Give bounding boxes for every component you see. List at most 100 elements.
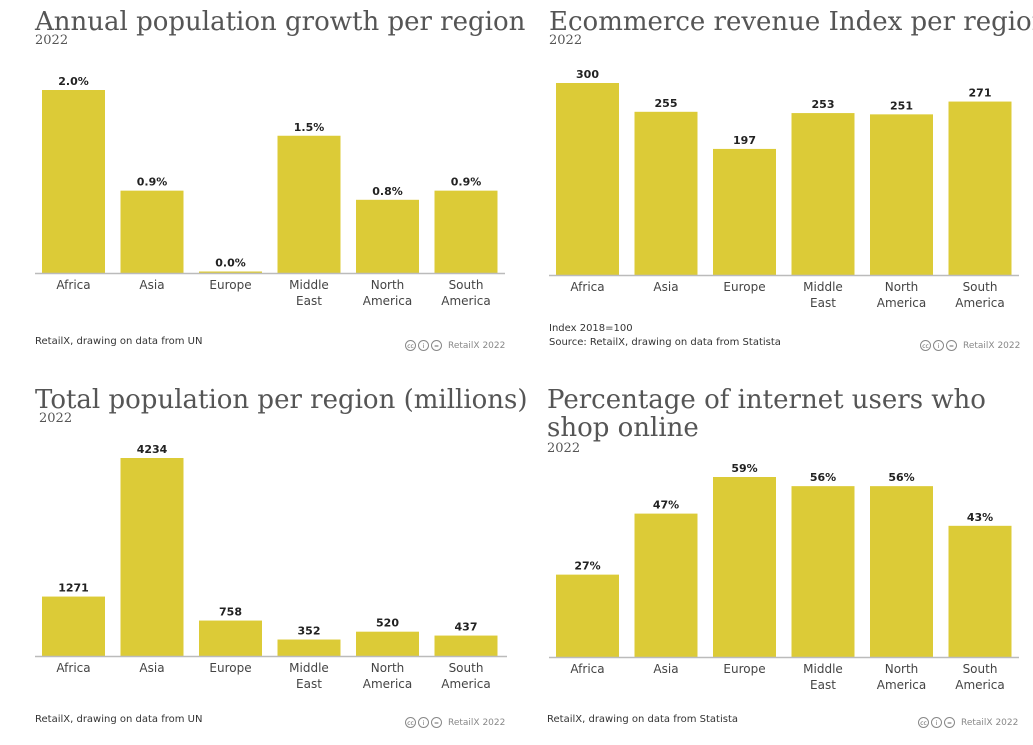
data-label: 0.0% bbox=[215, 257, 246, 270]
tick-label-line: Europe bbox=[723, 662, 765, 676]
source-text: RetailX, drawing on data from UN bbox=[35, 336, 203, 347]
chart-subtitle: 2022 bbox=[35, 33, 69, 48]
tick-label-line: East bbox=[296, 677, 322, 691]
chart-panel-population-growth: Annual population growth per region 2022 bbox=[35, 8, 525, 48]
data-label: 520 bbox=[376, 617, 399, 630]
bar bbox=[42, 90, 105, 273]
credit: cc i = RetailX 2022 bbox=[405, 717, 505, 728]
bar bbox=[120, 190, 184, 273]
tick-label-line: Asia bbox=[139, 661, 164, 675]
tick-label: North America bbox=[363, 661, 413, 691]
bar bbox=[870, 114, 933, 275]
index-note: Index 2018=100 bbox=[549, 323, 633, 334]
by-icon: i bbox=[418, 717, 429, 728]
bar bbox=[199, 620, 262, 656]
bar bbox=[120, 458, 184, 656]
tick-label-line: Europe bbox=[209, 661, 251, 675]
tick-label: Middle East bbox=[289, 661, 329, 691]
tick-label-line: Africa bbox=[570, 662, 604, 676]
tick-label: South America bbox=[955, 662, 1005, 692]
tick-label-line: Europe bbox=[723, 280, 765, 294]
tick-label-line: Middle bbox=[803, 280, 843, 294]
data-label: 758 bbox=[219, 606, 242, 619]
tick-label-line: East bbox=[810, 296, 836, 310]
chart-subtitle: 2022 bbox=[39, 411, 73, 426]
tick-label-line: South bbox=[449, 661, 484, 675]
data-label: 300 bbox=[576, 68, 599, 81]
source-note: RetailX, drawing on data from UN bbox=[35, 713, 202, 727]
data-label: 43% bbox=[967, 511, 993, 524]
bar bbox=[870, 486, 933, 657]
tick-label-line: North bbox=[371, 661, 405, 675]
tick-label-line: East bbox=[810, 678, 836, 692]
chart-title: Annual population growth per region bbox=[35, 7, 526, 37]
tick-label: Asia bbox=[139, 278, 164, 292]
by-icon: i bbox=[933, 340, 944, 351]
tick-label: South America bbox=[441, 278, 491, 308]
tick-label-line: Asia bbox=[653, 280, 678, 294]
tick-label-line: North bbox=[371, 278, 405, 292]
data-label: 0.9% bbox=[137, 176, 168, 189]
bar bbox=[948, 101, 1012, 275]
tick-label: Europe bbox=[209, 661, 251, 675]
credit-text: RetailX 2022 bbox=[448, 340, 506, 351]
bar bbox=[434, 635, 498, 656]
tick-label: South America bbox=[955, 280, 1005, 310]
data-label: 56% bbox=[888, 471, 914, 484]
nd-icon: = bbox=[944, 717, 955, 728]
data-label: 197 bbox=[733, 134, 756, 147]
source-note: RetailX, drawing on data from Statista bbox=[547, 713, 738, 727]
tick-label-line: Europe bbox=[209, 278, 251, 292]
cc-icon: cc bbox=[405, 717, 416, 728]
tick-label: Europe bbox=[723, 662, 765, 676]
credit-text: RetailX 2022 bbox=[961, 717, 1019, 728]
bar bbox=[556, 83, 619, 275]
bar bbox=[634, 111, 698, 275]
chart-subtitle: 2022 bbox=[547, 441, 581, 456]
tick-label-line: America bbox=[877, 678, 927, 692]
bar bbox=[948, 525, 1012, 657]
data-label: 352 bbox=[298, 625, 321, 638]
bar-chart-total-population: 1271 Africa 4234 Asia 758 Europe 352 Middle East… bbox=[35, 443, 507, 691]
bar bbox=[277, 135, 341, 273]
data-label: 4234 bbox=[137, 443, 168, 456]
tick-label-line: Africa bbox=[56, 661, 90, 675]
data-label: 0.9% bbox=[451, 176, 482, 189]
tick-label-line: South bbox=[963, 280, 998, 294]
tick-label-line: Asia bbox=[139, 278, 164, 292]
cc-icon: cc bbox=[920, 340, 931, 351]
chart-panel-total-population: Total population per region (millions) 2… bbox=[35, 386, 528, 426]
tick-label: South America bbox=[441, 661, 491, 691]
tick-label: Middle East bbox=[803, 662, 843, 692]
bar bbox=[791, 113, 855, 275]
tick-label-line: America bbox=[441, 294, 491, 308]
credit: cc i = RetailX 2022 bbox=[405, 340, 505, 351]
by-icon: i bbox=[931, 717, 942, 728]
tick-label-line: North bbox=[885, 662, 919, 676]
tick-label: Asia bbox=[653, 662, 678, 676]
chart-title: Ecommerce revenue Index per region bbox=[549, 7, 1033, 37]
data-label: 56% bbox=[810, 471, 836, 484]
cc-icon: cc bbox=[918, 717, 929, 728]
data-label: 253 bbox=[812, 98, 835, 111]
chart-title-line-2: shop online bbox=[547, 413, 699, 443]
chart-subtitle: 2022 bbox=[549, 33, 583, 48]
chart-title-line-1: Percentage of internet users who bbox=[547, 385, 986, 415]
bar bbox=[713, 477, 776, 657]
data-label: 0.8% bbox=[372, 185, 403, 198]
tick-label-line: North bbox=[885, 280, 919, 294]
data-label: 271 bbox=[969, 87, 992, 100]
tick-label-line: America bbox=[363, 677, 413, 691]
tick-label: Europe bbox=[723, 280, 765, 294]
bar bbox=[713, 148, 776, 275]
tick-label-line: Middle bbox=[289, 278, 329, 292]
tick-label-line: East bbox=[296, 294, 322, 308]
data-label: 1271 bbox=[58, 582, 89, 595]
bar bbox=[356, 631, 419, 656]
data-label: 255 bbox=[655, 97, 678, 110]
data-label: 2.0% bbox=[58, 75, 89, 88]
data-label: 47% bbox=[653, 499, 679, 512]
tick-label: North America bbox=[877, 280, 927, 310]
tick-label: North America bbox=[363, 278, 413, 308]
chart-panel-ecommerce-index: Ecommerce revenue Index per region 2022 bbox=[549, 8, 1033, 48]
